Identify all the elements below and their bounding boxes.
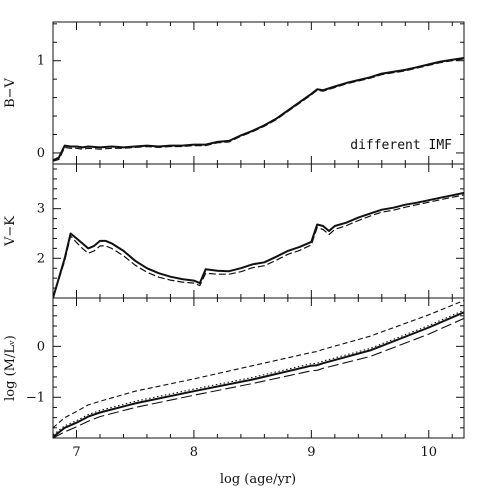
series-line-solid [53, 191, 464, 298]
y-axis-label: B−V [3, 77, 18, 107]
bottom-panel-ml: −1 0 log (M/Lᵥ) [3, 297, 465, 439]
top-panel-bv: 0 1 B−V different IMF [3, 21, 465, 165]
y-tick-label: −1 [26, 390, 45, 405]
panel-frame [52, 163, 465, 299]
series-group [53, 191, 464, 298]
x-tick-label: 10 [420, 445, 437, 460]
series-line-dotted [53, 309, 464, 436]
x-tick-label: 8 [190, 445, 198, 460]
y-tick-label: 1 [37, 54, 45, 69]
y-tick-label: 3 [37, 202, 45, 217]
panel-frame [52, 297, 465, 439]
series-line-long-dash [53, 317, 464, 438]
series-line-solid [53, 311, 464, 438]
y-tick-label: 0 [37, 146, 45, 161]
middle-panel-vk: 2 3 V−K [3, 163, 465, 299]
series-line-dashed [53, 194, 464, 298]
y-tick-label: 0 [37, 339, 45, 354]
x-axis-label: log (age/yr) [220, 472, 296, 487]
series-line-dashed [53, 58, 464, 162]
series-line-solid [53, 57, 464, 162]
y-axis-label: log (M/Lᵥ) [3, 335, 18, 401]
series-group [53, 299, 464, 438]
x-tick-label: 9 [307, 445, 315, 460]
x-tick-label: 7 [72, 445, 80, 460]
series-group [53, 57, 464, 162]
annotation-text: different IMF [350, 138, 452, 153]
y-axis-label: V−K [3, 216, 18, 247]
series-line-short-dash [53, 299, 464, 429]
y-tick-label: 2 [37, 251, 45, 266]
